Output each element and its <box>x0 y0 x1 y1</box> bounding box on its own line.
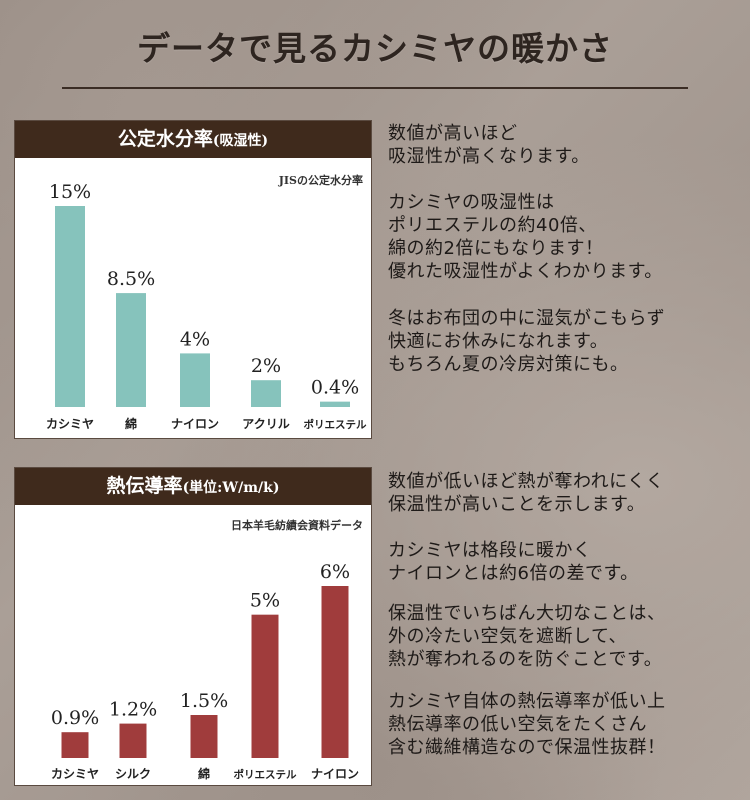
thermal-chart-panel: 熱伝導率(単位:W/m/k) 日本羊毛紡績会資料データ 0.9% カシミヤ 1.2%… <box>14 467 372 786</box>
moisture-chart-header: 公定水分率(吸湿性) <box>15 121 371 158</box>
thermal-chart-header: 熱伝導率(単位:W/m/k) <box>15 468 371 505</box>
thermal-chart-source: 日本羊毛紡績会資料データ <box>231 519 363 532</box>
thermal-value-label-4: 6% <box>320 561 350 583</box>
moisture-chart-title: 公定水分率 <box>117 128 213 150</box>
moisture-bar-1 <box>116 293 146 407</box>
thermal-category-label-3: ポリエステル <box>234 768 297 781</box>
thermal-bar-4 <box>321 586 349 758</box>
page-title: データで見るカシミヤの暖かさ <box>137 29 613 68</box>
moisture-value-label-3: 2% <box>251 355 281 377</box>
thermal-value-label-2: 1.5% <box>180 690 228 712</box>
thermal-text-2: カシミヤは格段に暖かく ナイロンとは約6倍の差です。 <box>388 540 639 584</box>
moisture-chart-panel: 公定水分率(吸湿性) JISの公定水分率 15% カシミヤ 8.5% 綿 4% ナイロン 2… <box>14 120 372 439</box>
thermal-value-label-0: 0.9% <box>51 707 99 729</box>
thermal-bar-2 <box>190 715 218 758</box>
moisture-bar-3 <box>251 380 281 407</box>
thermal-text-3: 保温性でいちばん大切なことは、 外の冷たい空気を遮断して、 熱が奪われるのを防ぐ… <box>388 603 666 670</box>
moisture-text-3: 冬はお布団の中に湿気がこもらず 快適にお休みになれます。 もちろん夏の冷房対策に… <box>388 308 666 375</box>
moisture-category-label-4: ポリエステル <box>304 418 367 431</box>
thermal-category-label-0: カシミヤ <box>51 767 99 781</box>
moisture-chart-title-suffix: (吸湿性) <box>212 133 269 149</box>
moisture-category-label-3: アクリル <box>242 417 289 431</box>
moisture-text-2: カシミヤの吸湿性は ポリエステルの約40倍、 綿の約2倍にもなります！ 優れた吸… <box>388 192 663 282</box>
moisture-category-label-0: カシミヤ <box>46 417 94 431</box>
moisture-value-label-1: 8.5% <box>107 268 155 290</box>
thermal-category-label-2: 綿 <box>198 766 210 781</box>
thermal-text-4: カシミヤ自体の熱伝導率が低い上 熱伝導率の低い空気をたくさん 含む繊維構造なので… <box>388 691 666 758</box>
thermal-chart-title-suffix: (単位:W/m/k) <box>182 480 280 496</box>
thermal-bar-chart: 0.9% カシミヤ 1.2% シルク 1.5% 綿 5% ポリエステル 6% ナイロン <box>51 561 359 781</box>
thermal-bar-1 <box>119 723 147 758</box>
thermal-category-label-1: シルク <box>115 767 151 781</box>
thermal-bar-3 <box>251 614 279 758</box>
moisture-value-label-0: 15% <box>49 181 91 203</box>
thermal-text-1: 数値が低いほど熱が奪われにくく 保温性が高いことを示します。 <box>388 471 665 515</box>
moisture-text-1: 数値が高いほど 吸湿性が高くなります。 <box>388 123 590 167</box>
moisture-bar-2 <box>180 353 210 407</box>
moisture-bar-0 <box>55 206 85 407</box>
moisture-value-label-4: 0.4% <box>311 377 359 399</box>
thermal-value-label-1: 1.2% <box>109 699 157 721</box>
thermal-category-label-4: ナイロン <box>311 767 359 781</box>
title-divider <box>62 87 688 89</box>
moisture-category-label-1: 綿 <box>125 416 137 431</box>
moisture-category-label-2: ナイロン <box>171 417 219 431</box>
moisture-bar-4 <box>320 401 350 407</box>
moisture-bar-chart: 15% カシミヤ 8.5% 綿 4% ナイロン 2% アクリル 0.4% ポリエステル <box>46 181 367 431</box>
moisture-chart-source: JISの公定水分率 <box>278 174 363 187</box>
thermal-value-label-3: 5% <box>250 590 280 612</box>
thermal-chart-title: 熱伝導率 <box>106 475 183 497</box>
moisture-value-label-2: 4% <box>180 328 210 350</box>
thermal-bar-0 <box>61 732 89 758</box>
